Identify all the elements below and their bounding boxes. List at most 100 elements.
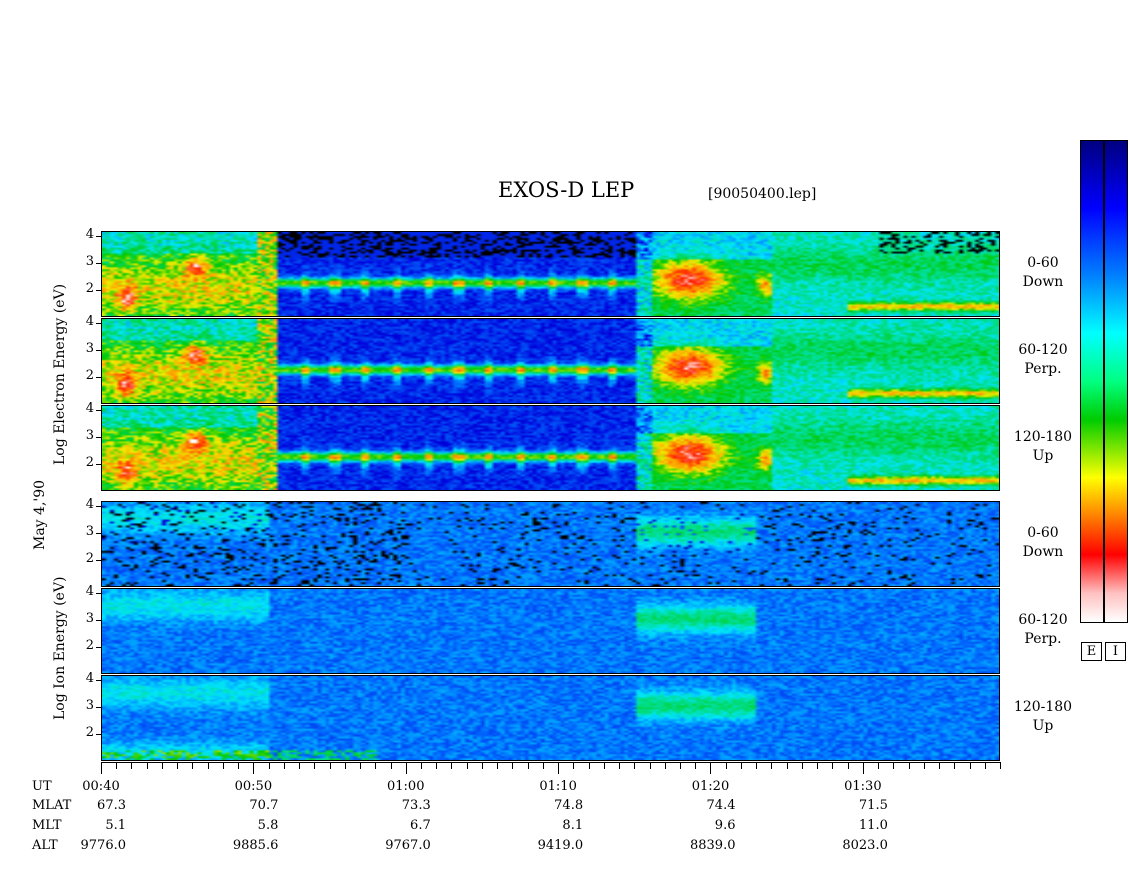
- x-tick-mark: [984, 762, 986, 769]
- y-tick-label: 2: [85, 281, 94, 297]
- orbit-value-mlt: 11.0: [858, 818, 888, 833]
- x-tick-mark: [268, 762, 270, 769]
- x-tick-label: 01:10: [539, 779, 577, 794]
- spectrogram-panel-5: [101, 588, 1000, 674]
- x-tick-mark: [451, 762, 453, 769]
- x-tick-label: 00:40: [82, 779, 120, 794]
- y-tick-mark: [96, 593, 101, 595]
- x-tick-mark: [588, 762, 590, 769]
- x-tick-mark: [116, 762, 118, 769]
- x-tick-mark: [954, 762, 956, 769]
- pitch-range: 0-60: [1027, 255, 1059, 271]
- y-tick-mark: [96, 647, 101, 649]
- pitch-direction: Up: [1032, 718, 1054, 734]
- orbit-row-label: MLAT: [32, 798, 72, 813]
- x-tick-mark: [969, 762, 971, 769]
- y-tick-mark: [96, 533, 101, 535]
- x-tick-mark: [131, 762, 133, 769]
- y-tick-label: 3: [85, 698, 94, 714]
- pitch-range: 120-180: [1013, 699, 1073, 715]
- spectrogram-panel-1: [101, 231, 1000, 317]
- electron-colorbar: [1080, 140, 1104, 623]
- orbit-value-mlat: 70.7: [249, 798, 279, 813]
- orbit-value-alt: 8839.0: [689, 838, 736, 853]
- x-tick-label: 01:30: [844, 779, 882, 794]
- orbit-row-label: UT: [32, 779, 52, 794]
- pitch-direction: Down: [1022, 274, 1064, 290]
- pitch-range: 60-120: [1018, 342, 1068, 358]
- x-tick-mark: [238, 762, 240, 769]
- electron-axis-label: Log Electron Energy (eV): [52, 283, 68, 465]
- x-tick-mark: [344, 762, 346, 769]
- x-tick-mark: [329, 762, 331, 769]
- x-tick-mark: [207, 762, 209, 769]
- y-tick-mark: [96, 290, 101, 292]
- pitch-label: 120-180 Up: [1008, 698, 1078, 736]
- y-tick-label: 2: [85, 368, 94, 384]
- x-tick-mark: [283, 762, 285, 769]
- y-tick-mark: [96, 464, 101, 466]
- y-tick-mark: [96, 620, 101, 622]
- x-tick-mark: [923, 762, 925, 769]
- y-tick-label: 3: [85, 428, 94, 444]
- electron-colorbar-label: E: [1081, 642, 1102, 661]
- spectrogram-image: [102, 319, 999, 403]
- pitch-direction: Perp.: [1024, 631, 1062, 647]
- spectrogram-image: [102, 502, 999, 586]
- x-tick-mark: [405, 762, 407, 774]
- x-tick-mark: [558, 762, 560, 774]
- orbit-value-mlat: 71.5: [858, 798, 888, 813]
- x-tick-mark: [878, 762, 880, 769]
- y-tick-mark: [96, 506, 101, 508]
- x-tick-mark: [847, 762, 849, 769]
- x-tick-mark: [177, 762, 179, 769]
- spectrogram-image: [102, 406, 999, 490]
- pitch-label: 120-180 Up: [1008, 428, 1078, 466]
- x-tick-mark: [619, 762, 621, 769]
- ion-axis-label: Log Ion Energy (eV): [52, 576, 68, 720]
- orbit-row-label: ALT: [32, 838, 58, 853]
- y-tick-mark: [96, 437, 101, 439]
- x-tick-mark: [786, 762, 788, 769]
- y-tick-label: 4: [85, 497, 94, 513]
- pitch-direction: Perp.: [1024, 361, 1062, 377]
- x-tick-mark: [664, 762, 666, 769]
- x-tick-mark: [360, 762, 362, 769]
- x-tick-mark: [680, 762, 682, 769]
- time-axis: [101, 762, 1001, 763]
- pitch-direction: Up: [1032, 448, 1054, 464]
- orbit-value-mlt: 9.6: [714, 818, 736, 833]
- x-tick-mark: [801, 762, 803, 769]
- orbit-value-mlt: 8.1: [562, 818, 584, 833]
- x-tick-mark: [939, 762, 941, 769]
- x-tick-mark: [466, 762, 468, 769]
- x-tick-label: 00:50: [234, 779, 273, 794]
- orbit-value-mlat: 73.3: [401, 798, 431, 813]
- y-tick-label: 4: [85, 401, 94, 417]
- x-tick-mark: [634, 762, 636, 769]
- x-tick-mark: [436, 762, 438, 769]
- x-tick-mark: [649, 762, 651, 769]
- x-tick-mark: [862, 762, 864, 774]
- spectrogram-panel-2: [101, 318, 1000, 404]
- y-tick-label: 4: [85, 227, 94, 243]
- y-tick-mark: [96, 236, 101, 238]
- pitch-label: 0-60 Down: [1008, 524, 1078, 562]
- x-tick-mark: [893, 762, 895, 769]
- orbit-value-alt: 9767.0: [385, 838, 431, 853]
- spectrogram-panel-4: [101, 501, 1000, 587]
- x-tick-mark: [481, 762, 483, 769]
- x-tick-mark: [771, 762, 773, 769]
- y-tick-mark: [96, 377, 101, 379]
- orbit-value-alt: 9885.6: [232, 838, 279, 853]
- x-tick-mark: [192, 762, 194, 769]
- x-tick-mark: [222, 762, 224, 769]
- x-tick-mark: [512, 762, 514, 769]
- y-tick-label: 3: [85, 254, 94, 270]
- y-tick-label: 3: [85, 524, 94, 540]
- x-tick-mark: [1000, 762, 1001, 769]
- y-tick-mark: [96, 263, 101, 265]
- x-tick-mark: [725, 762, 727, 769]
- x-tick-mark: [710, 762, 712, 774]
- spectrogram-image: [102, 676, 999, 760]
